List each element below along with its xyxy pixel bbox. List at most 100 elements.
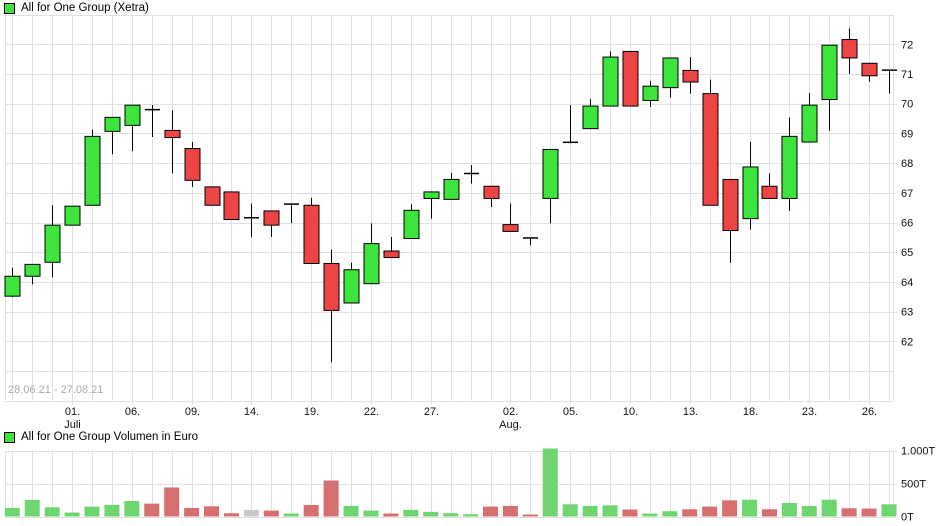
volume-bar xyxy=(861,508,877,517)
volume-bar xyxy=(204,506,220,517)
candle-body xyxy=(702,93,719,206)
candle-body xyxy=(682,69,699,83)
x-axis-label: 26. xyxy=(862,406,877,418)
candle-body xyxy=(44,224,61,263)
volume-bar xyxy=(44,507,60,517)
volume-bar xyxy=(443,513,459,517)
candle-body xyxy=(403,209,420,240)
volume-bar xyxy=(164,487,180,517)
price-axis-label: 62 xyxy=(901,336,913,348)
candle xyxy=(464,165,479,184)
price-axis-label: 70 xyxy=(901,99,913,111)
candle-body xyxy=(124,104,141,126)
volume-bar xyxy=(582,505,598,517)
candle-body xyxy=(263,210,280,226)
volume-bar xyxy=(781,502,797,517)
x-axis-label: 05. xyxy=(563,406,578,418)
candle xyxy=(64,205,81,226)
candle xyxy=(223,191,240,221)
volume-bar xyxy=(722,500,738,517)
candle xyxy=(483,185,500,208)
candle xyxy=(761,173,778,199)
x-axis-label: 02. xyxy=(503,406,518,418)
x-axis-label: 13. xyxy=(683,406,698,418)
candle-body xyxy=(64,205,81,226)
candle xyxy=(204,186,221,206)
x-axis-month-label: Juli xyxy=(64,419,81,431)
volume-bar xyxy=(4,507,20,517)
candle-body xyxy=(761,185,778,199)
price-axis-label: 72 xyxy=(901,39,913,51)
volume-bar xyxy=(841,508,857,517)
volume-bar xyxy=(343,505,359,517)
volume-bar xyxy=(383,513,399,517)
candle xyxy=(523,237,538,246)
candle xyxy=(343,262,360,304)
volume-bar xyxy=(602,505,618,517)
candle-body xyxy=(742,166,759,220)
candle-body xyxy=(483,185,500,199)
candle-body xyxy=(24,263,41,277)
volume-bar xyxy=(263,510,279,517)
candle xyxy=(124,104,141,152)
price-axis-label: 64 xyxy=(901,277,913,289)
candle-body xyxy=(323,262,340,311)
volume-bar xyxy=(363,510,379,517)
volume-bar xyxy=(801,505,817,517)
candle xyxy=(383,237,400,259)
x-axis-label: 22. xyxy=(364,406,379,418)
price-chart-legend: All for One Group (Xetra) xyxy=(4,2,149,15)
candle xyxy=(104,116,121,155)
candle-body xyxy=(184,148,201,181)
candle xyxy=(423,191,440,219)
candle-body xyxy=(722,178,739,232)
candle xyxy=(502,203,519,232)
candle xyxy=(801,93,818,143)
volume-bar xyxy=(144,503,160,517)
legend-swatch-icon xyxy=(4,3,15,14)
candle xyxy=(443,172,460,200)
candle-body xyxy=(861,62,878,77)
volume-bar xyxy=(542,448,558,517)
candle-body xyxy=(602,56,619,107)
volume-bar xyxy=(562,504,578,517)
candle-body xyxy=(801,104,818,143)
candle xyxy=(184,142,201,187)
candle-body xyxy=(223,191,240,221)
candle-body xyxy=(343,269,360,304)
x-axis-label: 19. xyxy=(304,406,319,418)
candle xyxy=(323,249,340,363)
price-chart-title: All for One Group (Xetra) xyxy=(21,2,149,14)
candle xyxy=(164,110,181,174)
candle-body xyxy=(841,39,858,59)
x-axis-label: 27. xyxy=(424,406,439,418)
candle xyxy=(303,197,320,264)
price-axis-label: 63 xyxy=(901,307,913,319)
candle-body xyxy=(622,50,639,107)
price-axis-label: 66 xyxy=(901,218,913,230)
candle xyxy=(602,51,619,107)
x-axis-label: 23. xyxy=(802,406,817,418)
volume-bar xyxy=(463,514,479,517)
candle-body xyxy=(104,116,121,132)
candle-body xyxy=(303,204,320,264)
volume-bar xyxy=(124,500,140,517)
candle xyxy=(363,223,380,285)
volume-bar xyxy=(502,505,518,517)
candle xyxy=(861,62,878,82)
volume-bar xyxy=(283,513,299,517)
volume-bar xyxy=(522,514,538,517)
candle xyxy=(622,50,639,107)
volume-bar xyxy=(662,511,678,517)
volume-bar xyxy=(403,509,419,517)
volume-bar xyxy=(881,504,897,517)
candle xyxy=(821,44,838,131)
candle xyxy=(662,57,679,98)
candle xyxy=(403,204,420,240)
volume-bar xyxy=(303,504,319,517)
candle-body xyxy=(542,148,559,199)
candle xyxy=(263,210,280,238)
x-axis-month-label: Aug. xyxy=(499,419,522,431)
candle-body xyxy=(164,129,181,139)
